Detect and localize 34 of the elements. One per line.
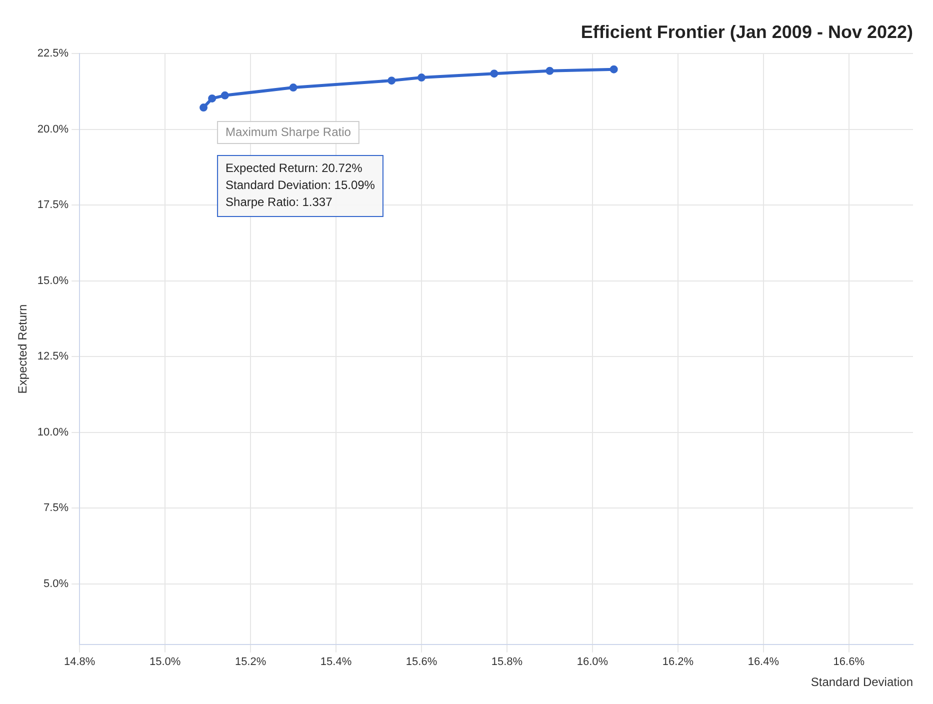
point — [490, 70, 498, 78]
y-tick-label: 17.5% — [37, 199, 69, 212]
x-tick-label: 15.8% — [491, 656, 523, 668]
x-tick-label: 16.2% — [662, 656, 694, 668]
y-axis-title: Expected Return — [16, 304, 30, 394]
x-axis-title: Standard Deviation — [810, 675, 913, 690]
y-tick-label: 22.5% — [37, 48, 69, 60]
annotation: Sharpe Ratio: 1.337 — [226, 194, 333, 209]
chart-title: Efficient Frontier (Jan 2009 - Nov 2022) — [580, 22, 913, 42]
point — [208, 94, 216, 102]
x-tick-label: 15.6% — [406, 656, 438, 668]
x-tick-label: 14.8% — [64, 656, 96, 668]
point — [546, 66, 554, 75]
x-tick-label: 15.4% — [320, 656, 352, 668]
y-tick-label: 5.0% — [44, 578, 69, 590]
point — [289, 84, 298, 92]
y-tick-label: 12.5% — [37, 350, 69, 363]
point — [610, 65, 618, 74]
annotation: Maximum Sharpe Ratio — [226, 124, 352, 139]
y-tick-label: 7.5% — [44, 502, 69, 514]
y-tick-label: 10.0% — [37, 426, 69, 438]
annotation: Standard Deviation: 15.09% — [226, 178, 376, 192]
x-tick-label: 16.6% — [833, 656, 865, 668]
x-tick-label: 16.4% — [748, 656, 780, 668]
x-tick-label: 16.0% — [576, 656, 608, 668]
y-tick-label: 15.0% — [37, 274, 69, 287]
x-tick-label: 15.2% — [234, 656, 266, 668]
point — [418, 74, 426, 82]
point — [220, 91, 229, 100]
y-tick-label: 20.0% — [37, 123, 69, 136]
point — [388, 76, 396, 85]
x-tick-label: 15.0% — [149, 656, 181, 668]
annotation: Expected Return: 20.72% — [226, 160, 363, 175]
point — [200, 104, 208, 112]
